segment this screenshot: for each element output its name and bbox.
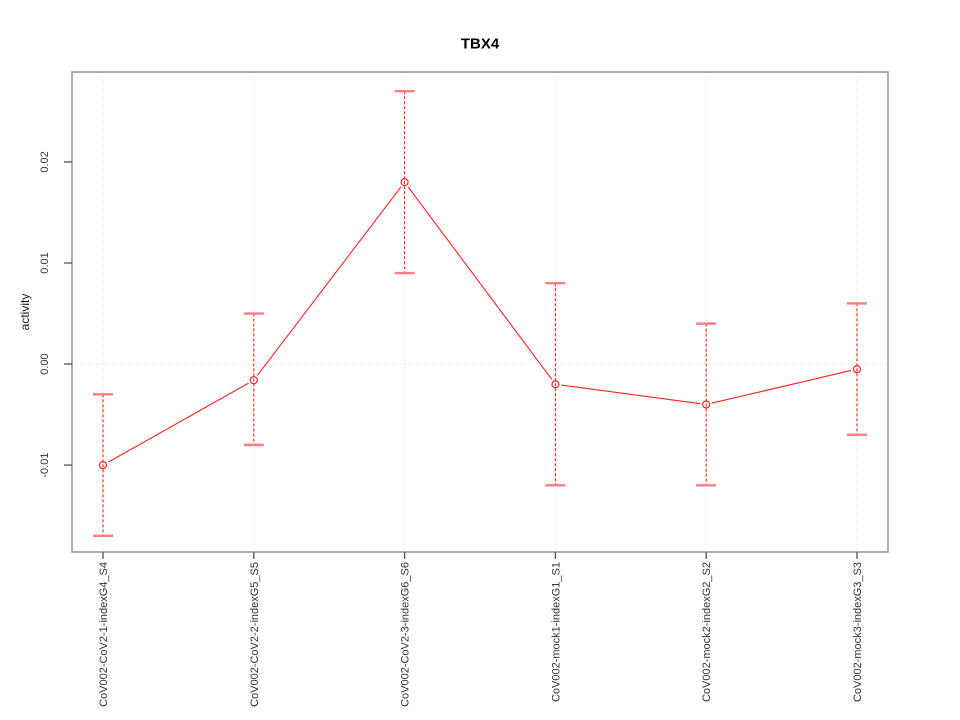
data-point (249, 376, 258, 385)
x-tick-label: CoV002-CoV2-3-indexG6_S6 (400, 562, 412, 707)
data-point (98, 460, 108, 470)
series-line-segment (561, 384, 701, 405)
series-line-segment (407, 186, 553, 380)
x-tick-label: CoV002-mock1-indexG1_S1 (550, 562, 562, 702)
series-line-segment (107, 382, 249, 463)
x-tick-label: CoV002-CoV2-2-indexG5_S5 (249, 562, 261, 707)
y-tick-label: 0.02 (39, 151, 51, 172)
x-tick-label: CoV002-mock3-indexG3_S3 (852, 562, 864, 702)
data-point (551, 380, 560, 389)
data-point (400, 178, 409, 187)
series-line-segment (711, 369, 852, 404)
x-tick-label: CoV002-CoV2-1-indexG4_S4 (98, 562, 110, 707)
x-tick-label: CoV002-mock2-indexG2_S2 (701, 562, 713, 702)
y-tick-label: 0.00 (39, 353, 51, 374)
plot-frame (71, 71, 889, 553)
chart-title: TBX4 (460, 35, 500, 53)
y-tick-label: -0.01 (39, 453, 51, 478)
series-line-segment (256, 186, 402, 376)
y-tick-label: 0.01 (39, 252, 51, 273)
data-point (702, 400, 711, 409)
data-point (852, 364, 862, 374)
